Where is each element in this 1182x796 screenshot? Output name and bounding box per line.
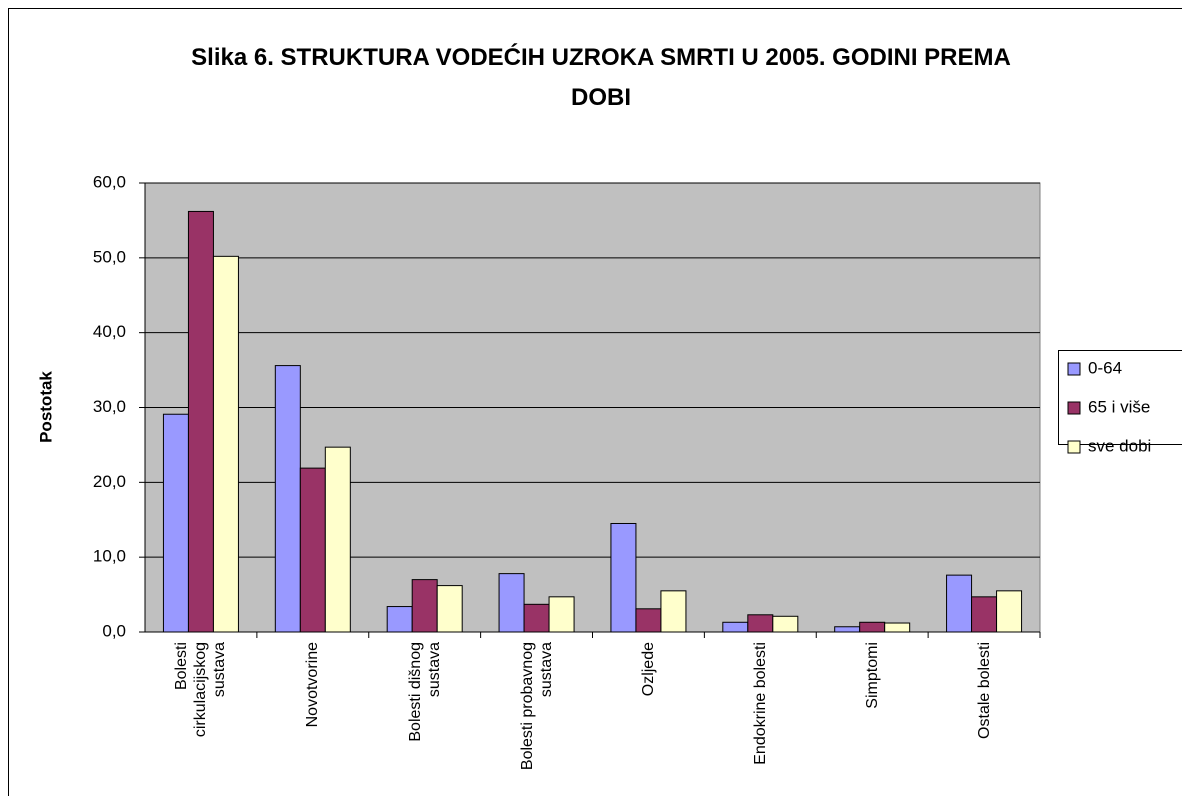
bar: [162, 413, 189, 633]
y-tick-label: 10,0: [93, 547, 126, 566]
x-tick-label: Simptomi: [863, 642, 881, 709]
bar: [946, 574, 973, 633]
bar: [324, 446, 351, 633]
legend-swatch: [1067, 401, 1081, 415]
x-tick-label: Bolesti probavnog sustava: [518, 642, 555, 771]
bar: [299, 467, 326, 633]
y-tick-label: 30,0: [93, 397, 126, 416]
bar: [523, 603, 550, 633]
bar: [722, 621, 749, 633]
y-tick-label: 20,0: [93, 472, 126, 491]
bar: [386, 606, 413, 633]
x-tick-label: Ostale bolesti: [975, 642, 993, 739]
bar: [747, 614, 774, 633]
x-tick-label: Novotvorine: [304, 642, 322, 728]
bar: [884, 622, 911, 633]
y-tick-label: 0,0: [102, 621, 126, 640]
legend-swatch: [1067, 362, 1081, 376]
bar: [635, 608, 662, 633]
x-tick-label: Bolesti cirkulacijskog sustava: [173, 642, 229, 738]
legend-label: 65 i više: [1088, 397, 1150, 416]
y-tick-label: 40,0: [93, 322, 126, 341]
bar: [610, 522, 637, 633]
x-tick-label: Ozljede: [639, 642, 657, 697]
bar: [274, 365, 301, 633]
bar: [996, 590, 1023, 633]
bar: [971, 596, 998, 633]
bar: [834, 626, 861, 633]
y-axis-label: Postotak: [36, 371, 55, 443]
legend-label: sve dobi: [1088, 436, 1151, 455]
bar: [187, 210, 214, 633]
x-tick-label: Endokrine bolesti: [751, 642, 769, 765]
y-tick-label: 50,0: [93, 247, 126, 266]
bar: [859, 621, 886, 633]
chart-title: Slika 6. STRUKTURA VODEĆIH UZROKA SMRTI …: [191, 44, 1011, 111]
bar: [436, 585, 463, 633]
x-tick-label: Bolesti dišnog sustava: [406, 642, 443, 742]
legend-swatch: [1067, 440, 1081, 454]
bar: [498, 573, 525, 633]
bar: [411, 579, 438, 633]
legend-label: 0-64: [1088, 358, 1122, 377]
bar: [660, 590, 687, 633]
bar: [212, 255, 239, 633]
bar: [548, 596, 575, 633]
y-tick-label: 60,0: [93, 172, 126, 191]
bar: [772, 615, 799, 633]
